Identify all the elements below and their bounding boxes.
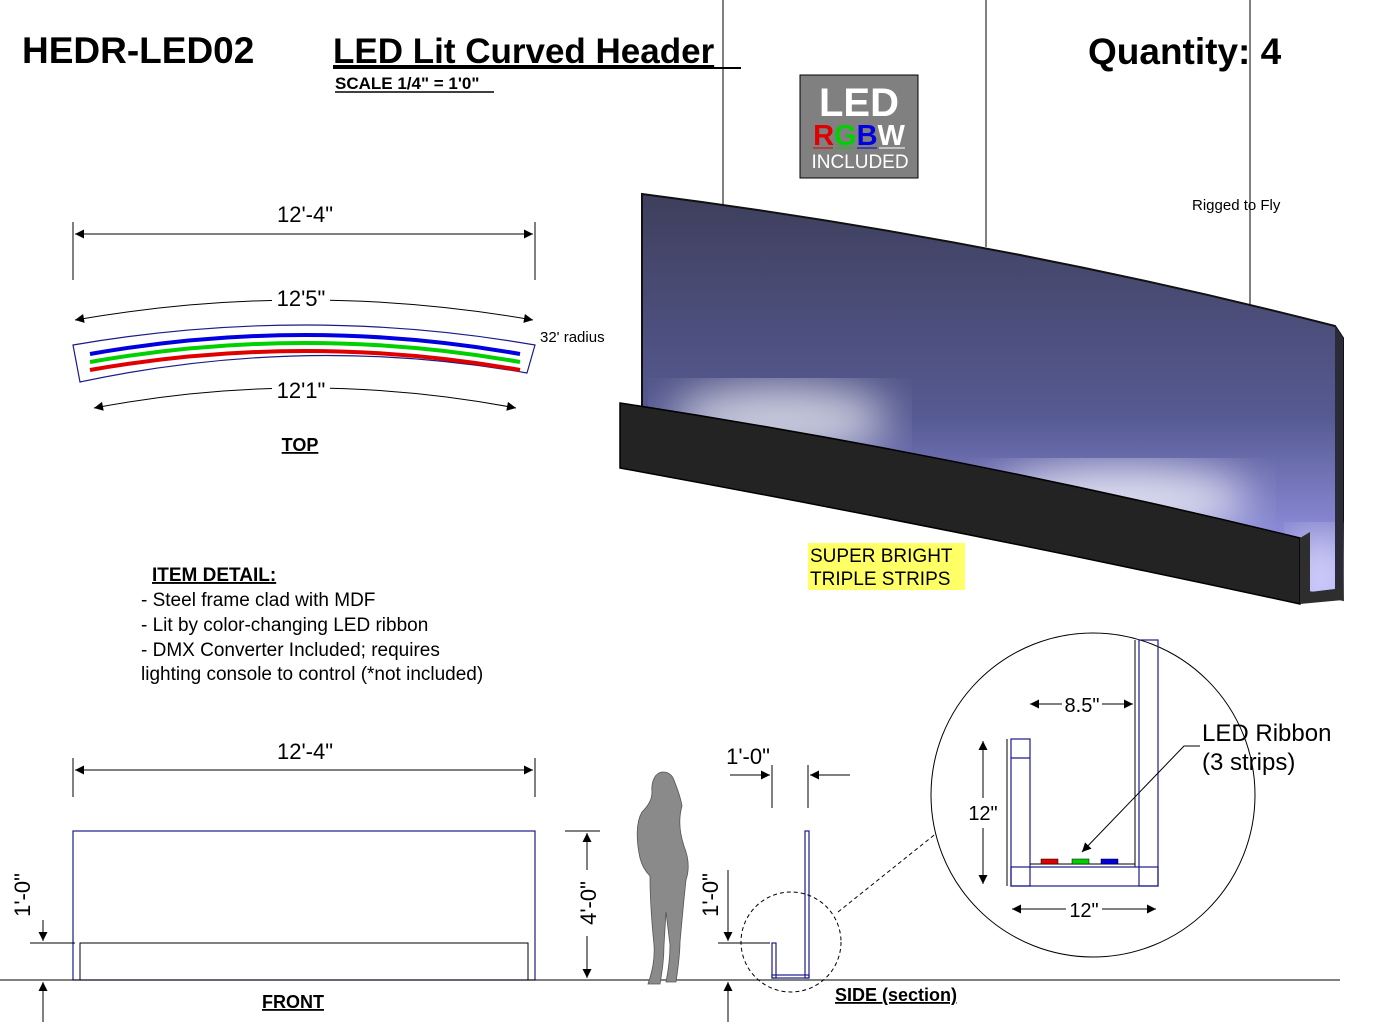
led-strip-blue: [1100, 858, 1119, 865]
badge-g: G: [834, 120, 857, 152]
badge-led: LED: [819, 81, 899, 125]
top-inner-arc-dim: 12'1": [277, 378, 326, 403]
side-view: 1'-0" 1'-0" SIDE (section): [698, 744, 957, 1022]
callout-line2: (3 strips): [1202, 749, 1295, 776]
front-trough-dim: 1'-0": [10, 873, 35, 917]
top-view: 12'-4" 12'5" 32' radius 12'1" TOP: [72, 202, 605, 455]
item-detail-heading: ITEM DETAIL:: [152, 565, 276, 586]
human-scale-figure: [636, 771, 689, 985]
front-height-dim: 4'-0": [576, 881, 601, 925]
side-trough-dim: 1'-0": [698, 873, 723, 917]
led-strip-red: [1040, 858, 1059, 865]
badge-w: W: [878, 120, 906, 152]
badge-b: B: [857, 120, 878, 152]
detail-height-dim: 12": [968, 803, 997, 825]
item-detail-line: - Steel frame clad with MDF: [141, 590, 375, 611]
badge-included: INCLUDED: [811, 152, 908, 173]
scale-label: SCALE 1/4" = 1'0": [335, 74, 479, 93]
page-title: LED Lit Curved Header: [333, 32, 715, 71]
highlight-box: [808, 543, 965, 590]
front-view-label: FRONT: [262, 992, 324, 1012]
side-view-label: SIDE (section): [835, 985, 957, 1005]
section-detail: 8.5" 12" 12": [930, 632, 1256, 958]
led-strip-green: [1071, 858, 1090, 865]
led-rgbw-badge: LED RGBW INCLUDED: [799, 74, 919, 179]
detail-width-dim: 12": [1069, 900, 1098, 922]
detail-gap-dim: 8.5": [1065, 695, 1100, 717]
quantity: Quantity: 4: [1088, 31, 1282, 72]
rigging-note: Rigged to Fly: [1192, 197, 1281, 214]
badge-rgbw: RGBW: [813, 120, 905, 152]
top-width-dim: 12'-4": [277, 202, 333, 227]
part-number: HEDR-LED02: [22, 30, 254, 71]
item-detail-line: - Lit by color-changing LED ribbon: [141, 615, 428, 636]
front-width-dim: 12'-4": [277, 739, 333, 764]
item-detail: ITEM DETAIL: - Steel frame clad with MDF…: [141, 565, 483, 685]
callout-line1: LED Ribbon: [1202, 720, 1331, 747]
header-render: [619, 192, 1350, 610]
top-outer-arc-dim: 12'5": [277, 286, 326, 311]
item-detail-line: - DMX Converter Included; requires: [141, 640, 440, 661]
highlight-line2: TRIPLE STRIPS: [810, 569, 950, 590]
side-depth-dim: 1'-0": [726, 744, 770, 769]
radius-label: 32' radius: [540, 329, 605, 346]
item-detail-line: lighting console to control (*not includ…: [141, 664, 483, 685]
top-view-label: TOP: [282, 435, 319, 455]
badge-r: R: [813, 120, 834, 152]
highlight-line1: SUPER BRIGHT: [810, 546, 953, 567]
